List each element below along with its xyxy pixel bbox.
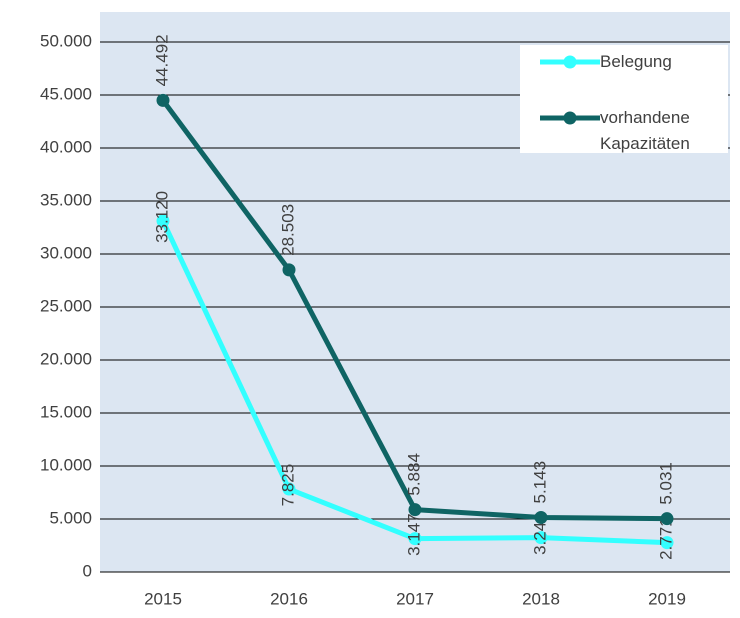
y-tick-label: 30.000	[40, 243, 92, 262]
x-tick-label: 2018	[522, 589, 560, 608]
data-label: 5.143	[530, 461, 549, 504]
data-label: 5.884	[404, 453, 423, 496]
legend-label: Belegung	[600, 52, 672, 71]
x-tick-label: 2016	[270, 589, 308, 608]
data-point	[534, 510, 548, 524]
y-tick-label: 45.000	[40, 84, 92, 103]
data-label: 3.147	[404, 513, 423, 556]
data-label: 28.503	[278, 204, 297, 256]
legend-label-box: vorhandene Kapazitäten	[600, 108, 690, 153]
data-label: 5.031	[656, 462, 675, 505]
data-label: 2.771	[656, 517, 675, 560]
y-tick-label: 5.000	[49, 508, 92, 527]
data-point	[660, 536, 674, 550]
data-label: 33.120	[152, 191, 171, 243]
y-tick-label: 20.000	[40, 349, 92, 368]
legend-marker	[563, 55, 577, 69]
data-point	[408, 503, 422, 517]
data-label: 3.240	[530, 512, 549, 555]
data-point	[408, 532, 422, 546]
data-point	[282, 263, 296, 277]
x-tick-label: 2017	[396, 589, 434, 608]
x-tick-label: 2019	[648, 589, 686, 608]
data-label: 7.825	[278, 464, 297, 507]
y-tick-label: 25.000	[40, 296, 92, 315]
legend-marker	[563, 111, 577, 125]
y-tick-label: 15.000	[40, 402, 92, 421]
x-tick-label: 2015	[144, 589, 182, 608]
y-tick-label: 35.000	[40, 190, 92, 209]
data-point	[534, 531, 548, 545]
data-label: 44.492	[152, 34, 171, 86]
data-point	[282, 482, 296, 496]
y-tick-label: 40.000	[40, 137, 92, 156]
y-tick-label: 10.000	[40, 455, 92, 474]
y-tick-label: 50.000	[40, 31, 92, 50]
legend-label: vorhandene Kapazitäten	[600, 108, 690, 153]
data-point	[156, 93, 170, 107]
y-tick-label: 0	[83, 561, 92, 580]
legend-label-box: Belegung	[600, 52, 672, 71]
data-point	[156, 214, 170, 228]
data-point	[660, 512, 674, 526]
